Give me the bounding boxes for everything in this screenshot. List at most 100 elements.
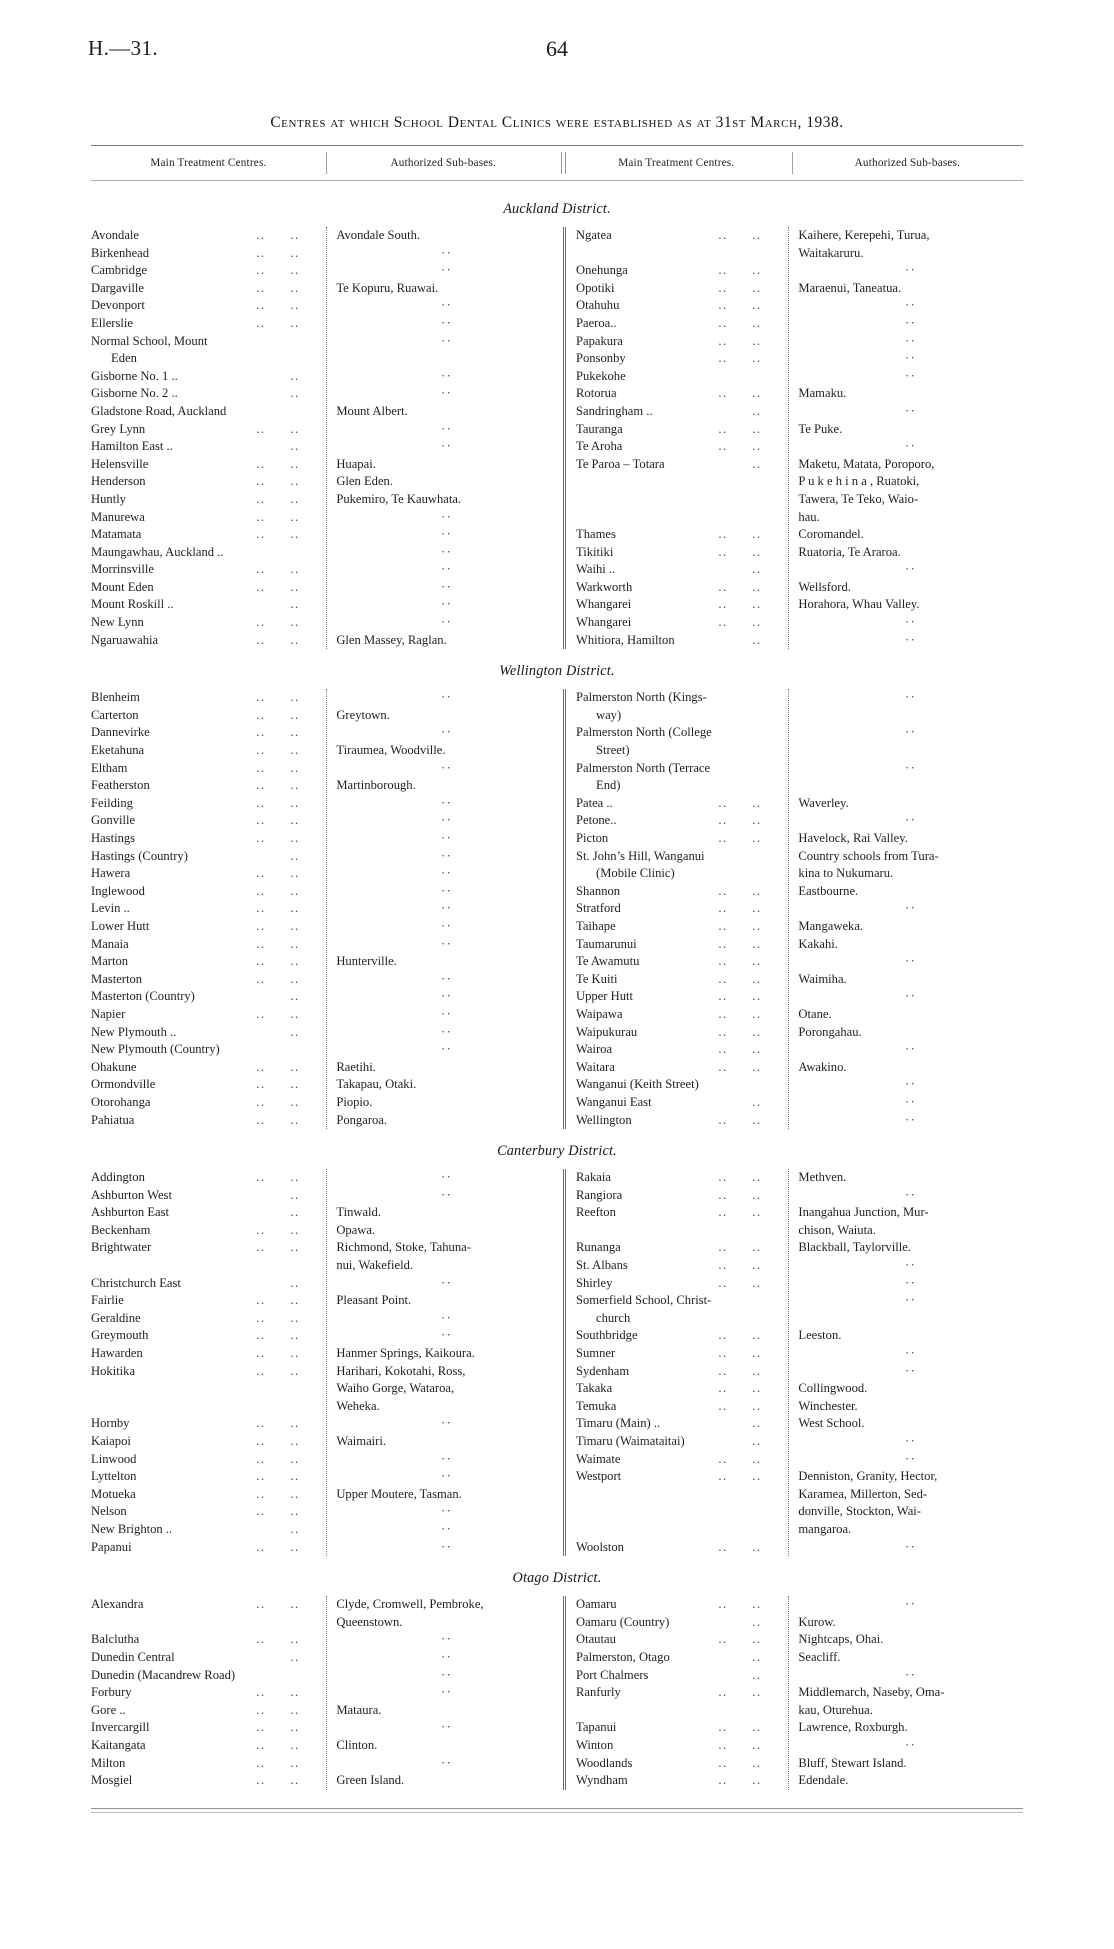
- spacer-line: [91, 1398, 320, 1416]
- sub-base-entry: Waimairi.: [336, 1434, 387, 1448]
- main-centre-entry: Morrinsville....: [91, 561, 320, 579]
- main-centre-name: Warkworth: [576, 579, 633, 594]
- main-centre-name: Palmerston North (College: [576, 725, 712, 740]
- dot-leader: ..: [290, 315, 300, 330]
- dot-leader: ..: [718, 597, 728, 612]
- sub-base-entry: nui, Wakefield.: [336, 1258, 414, 1273]
- sub-base-entry: Clinton.: [336, 1737, 378, 1752]
- sub-base-none: ··: [904, 1597, 917, 1612]
- dot-leader: ..: [752, 1363, 762, 1378]
- sub-base-none: ··: [440, 795, 453, 810]
- main-centre-name: Morrinsville: [91, 562, 154, 577]
- sub-base-entry: Horahora, Whau Valley.: [798, 597, 920, 612]
- main-centre-entry: Masterton....: [91, 971, 320, 989]
- sub-base-none: ··: [440, 901, 453, 916]
- sub-base-none: ··: [904, 1275, 917, 1290]
- main-centre-name: Ngatea: [576, 228, 612, 242]
- sub-base-none: ··: [440, 1539, 453, 1554]
- sub-base-none: ··: [440, 298, 453, 313]
- main-centre-name: Opotiki: [576, 280, 615, 295]
- sub-base-entry: Tiraumea, Woodville.: [336, 743, 446, 758]
- main-centre-name: Henderson: [91, 474, 146, 489]
- dot-leader: ..: [256, 1702, 266, 1717]
- main-centre-entry: Ellerslie....: [91, 315, 320, 333]
- main-centre-entry: Ohakune....: [91, 1059, 320, 1077]
- main-centre-name: Stratford: [576, 901, 621, 916]
- main-centre-name: Winton: [576, 1737, 614, 1752]
- main-centre-entry: Otautau....: [576, 1631, 782, 1649]
- dot-leader: ..: [290, 831, 300, 845]
- main-centre-entry: Te Aroha....: [576, 438, 782, 456]
- main-centre-name: Waihi ..: [576, 562, 616, 577]
- main-centre-entry: Ashburton East..: [91, 1204, 320, 1222]
- dot-leader: ..: [256, 1469, 266, 1484]
- main-centre-name: Gisborne No. 2 ..: [91, 386, 178, 401]
- dot-leader: ..: [290, 1094, 300, 1109]
- dot-leader: ..: [718, 263, 728, 278]
- dot-leader: ..: [290, 971, 300, 986]
- dot-leader: ..: [752, 439, 762, 454]
- spacer-line: [798, 777, 1023, 795]
- main-centre-name: Featherston: [91, 778, 150, 793]
- sub-base-entry: Bluff, Stewart Island.: [798, 1755, 907, 1770]
- dot-leader: ..: [290, 474, 300, 489]
- main-centre-entry: Fairlie....: [91, 1292, 320, 1310]
- sub-base-none: ··: [904, 1077, 917, 1092]
- dot-leader: ..: [290, 263, 300, 278]
- main-centre-name: Thames: [576, 527, 616, 542]
- dot-leader: ..: [256, 778, 266, 793]
- dot-leader: ..: [752, 315, 762, 330]
- main-centre-name: New Brighton ..: [91, 1521, 173, 1536]
- dot-leader: ..: [718, 439, 728, 454]
- main-centre-name-continued: End): [596, 778, 621, 793]
- main-centre-entry: Ponsonby....: [576, 350, 782, 368]
- main-centre-name: Upper Hutt: [576, 989, 634, 1004]
- dot-leader: ..: [718, 298, 728, 313]
- sub-base-entry: Pukemiro, Te Kauwhata.: [336, 491, 462, 506]
- dot-leader: ..: [256, 707, 266, 722]
- sub-base-none: ··: [440, 439, 453, 454]
- main-centre-name: Blenheim: [91, 690, 140, 705]
- main-centre-entry: Thames....: [576, 526, 782, 544]
- main-centre-entry: Paeroa......: [576, 315, 782, 333]
- main-centre-name: Palmerston, Otago: [576, 1649, 670, 1664]
- main-centre-name: Beckenham: [91, 1222, 151, 1237]
- dot-leader: ..: [718, 918, 728, 933]
- main-centre-entry: Shirley....: [576, 1275, 782, 1293]
- main-centre-entry: Hamilton East ....: [91, 438, 320, 456]
- dot-leader: ..: [290, 1649, 300, 1664]
- main-centre-entry: Opotiki....: [576, 280, 782, 298]
- district-heading: Canterbury District.: [497, 1143, 617, 1160]
- spacer-line: [576, 491, 782, 509]
- main-centre-entry: Napier....: [91, 1006, 320, 1024]
- dot-leader: ..: [752, 1632, 762, 1647]
- dot-leader: ..: [752, 298, 762, 313]
- dot-leader: ..: [290, 1222, 300, 1237]
- sub-base-entry: Methven.: [798, 1170, 847, 1185]
- dot-leader: ..: [256, 228, 266, 242]
- sub-base-entry: Waimiha.: [798, 971, 847, 986]
- main-centre-name: Palmerston North (Kings-: [576, 690, 707, 705]
- sub-base-entry: kau, Oturehua.: [798, 1702, 873, 1717]
- sub-base-entry: Piopio.: [336, 1094, 373, 1109]
- main-centre-name: Taihape: [576, 918, 616, 933]
- main-centre-name: [576, 1503, 718, 1521]
- main-centre-name: Whangarei: [576, 615, 632, 630]
- header-rule-top: [91, 145, 1023, 146]
- main-centre-entry: Dargaville....: [91, 280, 320, 298]
- main-centre-name: Dannevirke: [91, 725, 150, 740]
- dot-leader: ..: [256, 456, 266, 471]
- sub-base-entry: Maketu, Matata, Poroporo,: [798, 456, 935, 471]
- main-centre-name: Mount Roskill ..: [91, 597, 174, 612]
- dot-leader: ..: [256, 1685, 266, 1700]
- main-centre-name: Papanui: [91, 1539, 132, 1554]
- column-main-treatment-centres-left: Alexandra.... Balclutha.... Dunedin Centr…: [91, 1596, 326, 1790]
- main-centre-entry: Matamata....: [91, 526, 320, 544]
- sub-base-none: ··: [904, 403, 917, 418]
- sub-base-none: ··: [440, 725, 453, 740]
- main-centre-name-continued: way): [596, 707, 622, 722]
- main-centre-entry: Huntly....: [91, 491, 320, 509]
- spacer-line: [798, 707, 1023, 725]
- dot-leader: ..: [290, 1469, 300, 1484]
- dot-leader: ..: [290, 228, 300, 242]
